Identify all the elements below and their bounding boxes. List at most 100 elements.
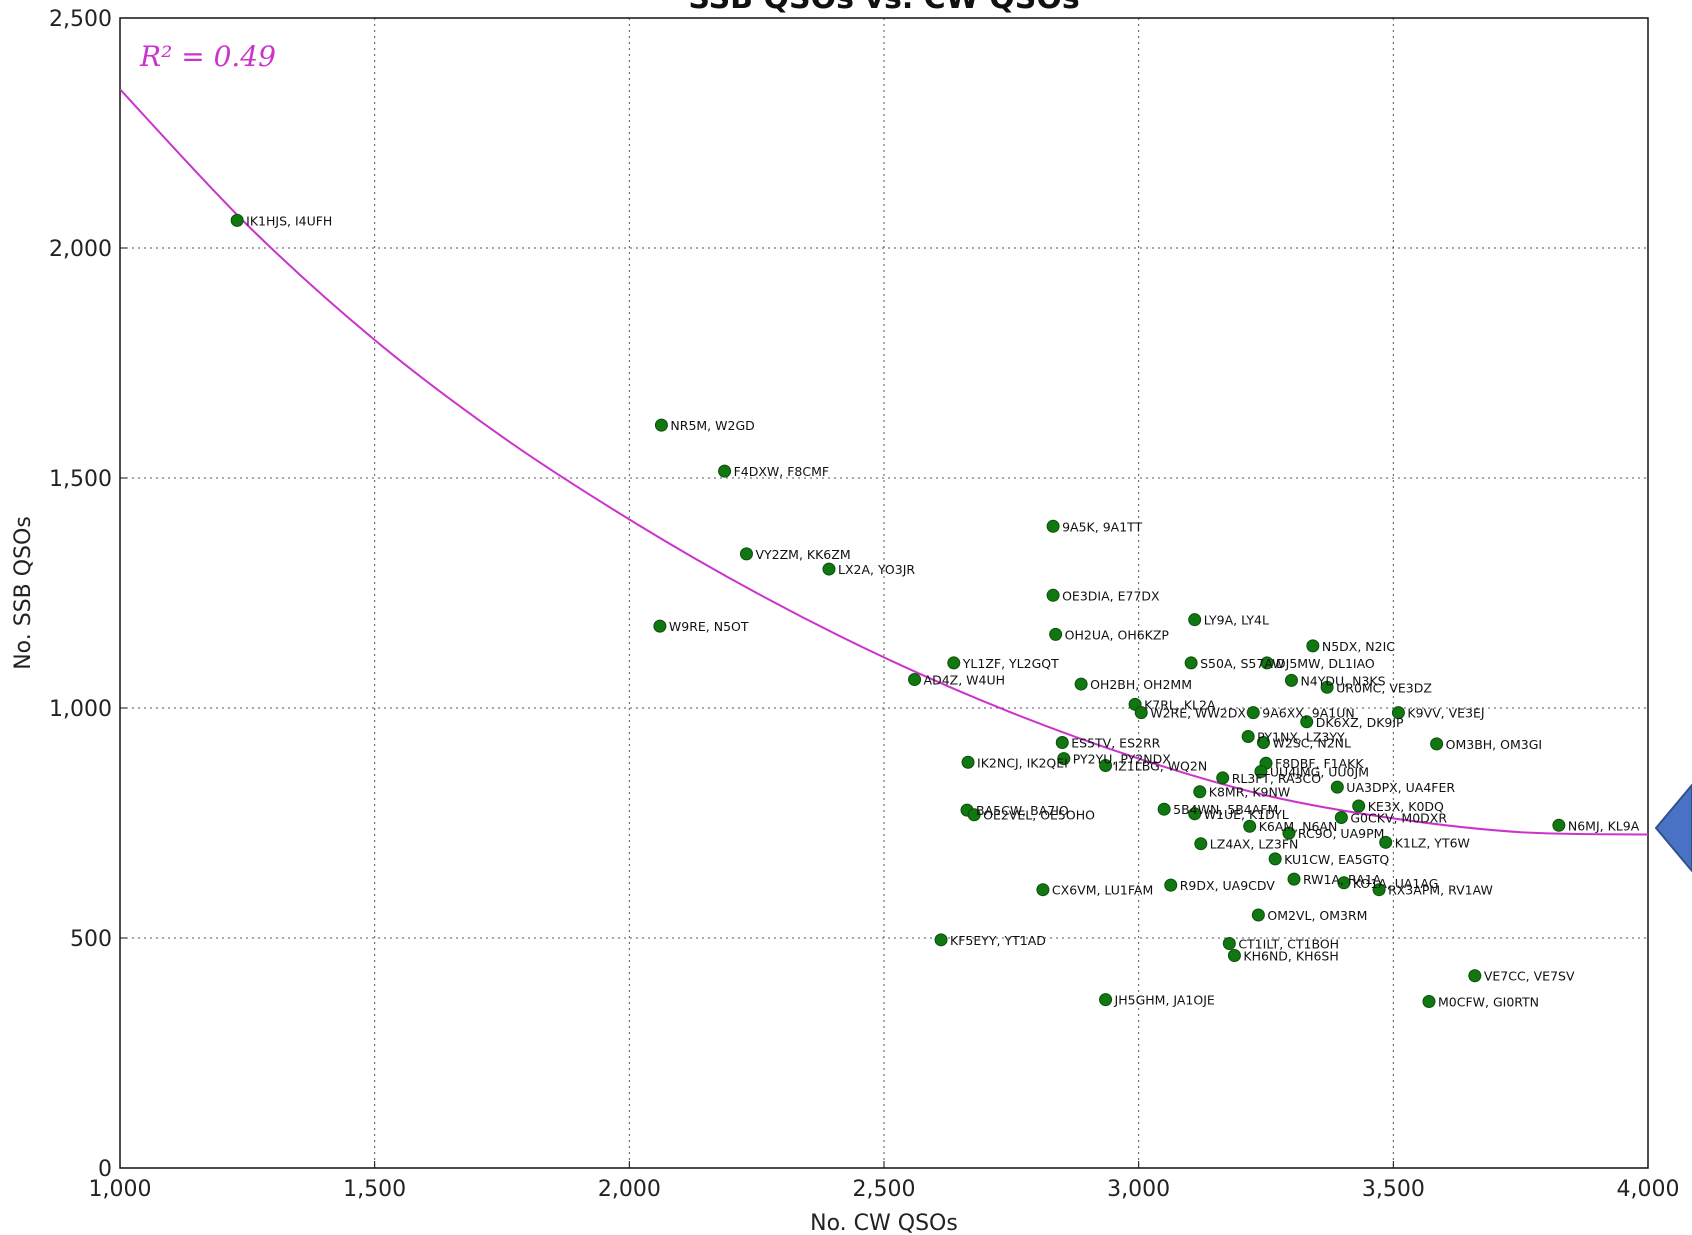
next-slide-arrow-icon[interactable] — [1654, 783, 1692, 873]
point-label: F4DXW, F8CMF — [734, 464, 829, 479]
point-label: VY2ZM, KK6ZM — [755, 547, 850, 562]
point-label: RX3APM, RV1AW — [1388, 883, 1493, 898]
point-label: N4YDU, N3KS — [1300, 673, 1385, 688]
data-point — [1254, 764, 1268, 778]
point-label: F8DBF, F1AKK — [1275, 756, 1364, 771]
data-point — [1055, 736, 1069, 749]
point-label: IK1HJS, I4UFH — [246, 213, 332, 228]
point-label: K7RL, KL2A — [1144, 697, 1216, 712]
data-point — [1188, 613, 1202, 627]
data-point — [1337, 876, 1351, 890]
point-label: 9A6XX, 9A1UN — [1262, 706, 1355, 721]
point-label: KE3X, K0DQ — [1368, 799, 1444, 814]
data-point — [1046, 588, 1060, 602]
chart-title: SSB QSOs vs. CW QSOs — [688, 0, 1079, 16]
data-point — [1468, 969, 1482, 983]
data-point — [1552, 818, 1566, 832]
y-tick-label: 1,500 — [49, 467, 112, 492]
data-point — [1251, 908, 1265, 922]
x-tick-label: 1,500 — [343, 1177, 406, 1202]
data-point — [1379, 835, 1393, 849]
point-label: W2RE, WW2DX — [1150, 706, 1246, 721]
point-label: M0CFW, GI0RTN — [1438, 994, 1539, 1009]
point-label: OE2VEL, OE5OHO — [983, 808, 1095, 823]
data-point — [1282, 826, 1296, 840]
point-label: R9DX, UA9CDV — [1180, 878, 1276, 893]
data-point — [653, 619, 667, 633]
data-point — [1194, 837, 1208, 851]
point-label: W9RE, N5OT — [669, 619, 749, 634]
point-label: 5B4WN, 5B4AFM — [1173, 802, 1278, 817]
point-label: PY2YU, PY2NDX — [1073, 752, 1171, 767]
point-label: PY1NX, LZ3YY — [1257, 730, 1345, 745]
point-label: UA3DPX, UA4FER — [1346, 780, 1455, 795]
point-label: N6MJ, KL9A — [1568, 818, 1640, 833]
data-point — [1241, 730, 1255, 744]
data-point — [1287, 872, 1301, 886]
data-point — [718, 464, 732, 478]
point-label: YL1ZF, YL2GQT — [962, 656, 1059, 671]
data-point — [1372, 883, 1386, 897]
point-label: DJ5MW, DL1IAO — [1276, 656, 1375, 671]
grid — [120, 18, 1648, 1168]
data-point — [1057, 752, 1071, 766]
data-point — [1260, 656, 1274, 670]
point-label: JH5GHM, JA1OJE — [1114, 993, 1215, 1008]
data-point — [1222, 937, 1236, 951]
y-axis-ticks: 0 500 1,000 1,500 2,000 2,500 — [49, 7, 127, 1182]
point-label: DK6XZ, DK9IP — [1316, 715, 1404, 730]
point-label: 9A5K, 9A1TT — [1062, 519, 1142, 534]
point-label: IZ1LBG, WQ2N — [1115, 759, 1208, 774]
point-label: CX6VM, LU1FAM — [1052, 883, 1153, 898]
x-tick-label: 2,500 — [853, 1177, 916, 1202]
data-point — [1184, 656, 1198, 670]
data-point — [1334, 810, 1348, 824]
data-point — [1391, 706, 1405, 720]
point-label: K8MR, K9NW — [1209, 785, 1290, 800]
point-label: UU4JMG, UU0JM — [1270, 764, 1369, 779]
point-label: CT1ILT, CT1BOH — [1238, 937, 1339, 952]
data-point — [961, 755, 975, 769]
point-label: KH6ND, KH6SH — [1243, 948, 1338, 963]
data-point — [1046, 519, 1060, 533]
data-point — [1256, 736, 1270, 749]
point-label: NR5M, W2GD — [670, 418, 754, 433]
data-point — [1188, 807, 1202, 821]
data-point — [822, 562, 836, 576]
data-point — [1036, 883, 1050, 897]
data-point — [1284, 673, 1298, 687]
x-tick-label: 2,000 — [598, 1177, 661, 1202]
x-axis-title: No. CW QSOs — [810, 1211, 958, 1235]
point-label: RC9O, UA9PM — [1298, 826, 1385, 841]
data-point — [1352, 799, 1366, 813]
x-tick-label: 1,000 — [89, 1177, 152, 1202]
y-tick-label: 0 — [98, 1157, 112, 1182]
fit-curve — [120, 88, 1648, 836]
data-point — [739, 547, 753, 561]
x-tick-label: 4,000 — [1617, 1177, 1680, 1202]
point-label: KU1CW, EA5GTQ — [1284, 852, 1389, 867]
x-tick-label: 3,000 — [1107, 1177, 1170, 1202]
data-point — [1134, 706, 1148, 720]
point-label: W2SC, N2NL — [1272, 736, 1351, 751]
data-point — [1320, 680, 1334, 694]
data-point — [1164, 878, 1178, 892]
point-label: OH2BH, OH2MM — [1090, 677, 1192, 692]
y-tick-label: 1,000 — [49, 697, 112, 722]
point-label: IK2NCJ, IK2QEI — [977, 755, 1068, 770]
data-point — [1430, 737, 1444, 751]
data-point — [1246, 706, 1260, 720]
point-label: G0CKV, M0DXR — [1350, 810, 1447, 825]
x-tick-label: 3,500 — [1362, 1177, 1425, 1202]
y-tick-label: 2,000 — [49, 237, 112, 262]
point-label: K9VV, VE3EJ — [1407, 706, 1484, 721]
data-point — [1227, 948, 1241, 962]
data-point — [908, 672, 922, 686]
y-tick-label: 2,500 — [49, 7, 112, 32]
point-label: OM3BH, OM3GI — [1446, 737, 1542, 752]
data-point — [1330, 780, 1344, 794]
point-label: K1LZ, YT6W — [1395, 835, 1470, 850]
y-tick-label: 500 — [70, 927, 112, 952]
point-label: OH2UA, OH6KZP — [1065, 627, 1170, 642]
data-point — [934, 933, 948, 947]
